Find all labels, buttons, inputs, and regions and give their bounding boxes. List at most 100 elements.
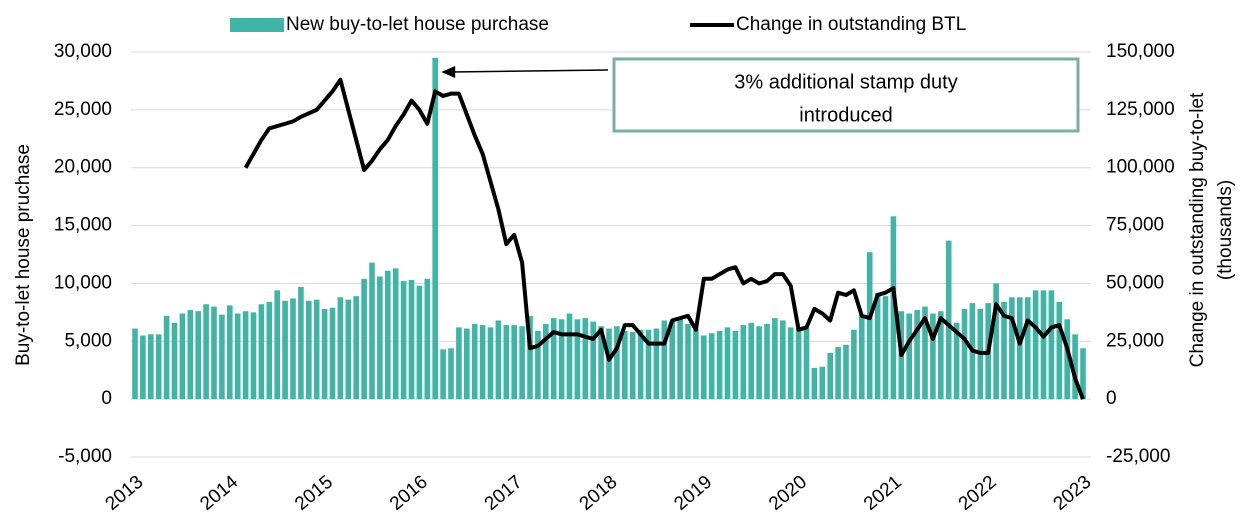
- bar: [440, 349, 446, 400]
- x-tick-label: 2018: [576, 472, 622, 515]
- bar: [345, 299, 352, 400]
- line: [243, 77, 1085, 400]
- bar: [701, 335, 707, 400]
- annotation-text: introduced: [799, 104, 892, 126]
- bar: [708, 333, 715, 400]
- x-tick-label: 2021: [860, 472, 906, 515]
- bar: [163, 315, 170, 400]
- bar: [890, 216, 897, 400]
- bar: [227, 305, 233, 400]
- bar: [369, 262, 375, 400]
- bar: [1072, 334, 1078, 400]
- bar: [140, 335, 146, 400]
- y2-tick-label: 50,000: [1106, 272, 1164, 293]
- bar: [819, 366, 826, 400]
- bar: [377, 276, 383, 400]
- y2-tick-label: 0: [1106, 388, 1117, 409]
- y-tick-label: 10,000: [54, 272, 112, 293]
- bar: [961, 308, 968, 400]
- bar: [535, 330, 541, 400]
- annotation-text: 3% additional stamp duty: [734, 71, 957, 93]
- bar: [132, 328, 138, 400]
- bar: [456, 327, 462, 400]
- bar: [724, 327, 731, 400]
- bar: [1017, 297, 1023, 400]
- bar: [503, 325, 510, 400]
- bar: [882, 296, 889, 400]
- bar: [953, 322, 960, 400]
- bar: [866, 252, 873, 400]
- bar: [637, 329, 644, 400]
- x-tick-label: 2020: [765, 472, 811, 515]
- bar: [171, 322, 178, 400]
- y-tick-label: 20,000: [54, 157, 112, 178]
- bar: [242, 311, 249, 400]
- bar: [874, 292, 881, 400]
- bar: [471, 323, 478, 400]
- y2-axis-label: Change in outstanding buy-to-let: [1187, 92, 1208, 367]
- bar: [993, 283, 999, 400]
- bar: [914, 310, 920, 400]
- bar: [274, 290, 280, 400]
- legend-label: New buy-to-let house purchase: [286, 14, 549, 35]
- bar: [282, 300, 288, 400]
- bar: [606, 328, 612, 400]
- x-tick-label: 2019: [670, 472, 716, 515]
- bar: [211, 306, 217, 400]
- bar: [1032, 290, 1039, 400]
- x-tick-label: 2022: [955, 472, 1001, 515]
- bar: [859, 314, 865, 400]
- bar: [1080, 348, 1086, 400]
- bar: [511, 325, 517, 400]
- y-tick-label: 15,000: [54, 215, 112, 236]
- y2-tick-label: -25,000: [1106, 446, 1170, 467]
- bar: [179, 313, 186, 400]
- bar: [361, 278, 367, 400]
- bar: [266, 301, 273, 400]
- x-tick-label: 2013: [102, 472, 148, 515]
- x-tick-label: 2017: [481, 472, 527, 515]
- bar: [732, 330, 739, 400]
- bar: [945, 240, 952, 400]
- bar: [195, 311, 201, 400]
- bar: [922, 306, 928, 400]
- bar: [400, 281, 407, 400]
- bar: [329, 307, 336, 400]
- legend-label: Change in outstanding BTL: [736, 14, 966, 35]
- bar: [598, 326, 604, 400]
- annotation-box: [612, 57, 1080, 133]
- bar: [1048, 290, 1055, 400]
- bar: [432, 57, 438, 400]
- bar: [582, 318, 589, 400]
- bar: [258, 304, 265, 400]
- bar: [558, 319, 565, 400]
- bar: [527, 315, 533, 400]
- bar: [250, 312, 257, 400]
- bar: [408, 279, 415, 400]
- x-tick-label: 2015: [291, 472, 337, 515]
- y2-tick-label: 25,000: [1106, 330, 1164, 351]
- bar: [306, 300, 312, 400]
- y2-tick-label: 150,000: [1106, 41, 1175, 62]
- legend-swatch: [230, 18, 284, 32]
- bar: [187, 310, 194, 400]
- bar: [748, 322, 754, 400]
- bar: [155, 334, 162, 400]
- bar: [234, 313, 241, 400]
- bar: [290, 298, 296, 400]
- y-tick-label: 30,000: [54, 41, 112, 62]
- x-tick-label: 2016: [386, 472, 432, 515]
- bar: [1040, 290, 1047, 400]
- y-tick-label: -5,000: [58, 446, 112, 467]
- bar: [487, 327, 494, 400]
- bar: [772, 318, 778, 400]
- bar: [795, 328, 802, 400]
- bar: [148, 334, 154, 400]
- bar: [543, 323, 549, 400]
- bar: [321, 308, 328, 400]
- bar: [574, 319, 581, 400]
- bar: [906, 313, 912, 400]
- bar: [1064, 319, 1070, 400]
- bar: [353, 296, 359, 400]
